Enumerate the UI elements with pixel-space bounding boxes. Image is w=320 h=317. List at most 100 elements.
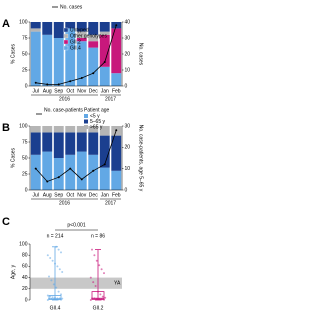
legend-label: >65 y	[90, 124, 103, 130]
x-tick-label: Jan	[101, 88, 109, 94]
bar-segment	[42, 151, 53, 190]
y2-tick-label: 0	[125, 83, 128, 89]
bar-segment	[53, 132, 64, 158]
line-marker	[34, 81, 37, 84]
data-point	[104, 296, 107, 299]
x-tick-label: Sep	[54, 192, 63, 198]
bar-segment	[53, 126, 64, 133]
data-point	[46, 254, 49, 257]
bar-segment	[99, 135, 110, 168]
y2-tick-label: 20	[125, 145, 131, 151]
data-point	[50, 279, 53, 282]
line-marker	[92, 169, 95, 172]
panel-letter: A	[2, 18, 10, 30]
y-tick-label: 60	[22, 264, 28, 270]
data-point	[100, 268, 103, 271]
x-tick-label: Aug	[43, 88, 52, 94]
data-point	[95, 259, 98, 262]
y-tick-label: 50	[22, 155, 28, 161]
y-tick-label: 20	[22, 286, 28, 292]
p-value: p<0.001	[67, 222, 85, 228]
data-point	[101, 295, 104, 298]
data-point	[98, 264, 101, 267]
line-marker	[115, 24, 118, 27]
bar-segment	[99, 126, 110, 136]
legend-label: Other genotypes	[70, 33, 107, 39]
line-marker	[103, 61, 106, 63]
y2-tick-label: 10	[125, 166, 131, 172]
bar-segment	[88, 132, 99, 155]
y2-axis-label: No. case-patients, age 5–65 y	[138, 125, 144, 192]
legend-label: GII.2	[70, 39, 81, 45]
x-tick-label: Jul	[33, 192, 39, 198]
legend-label: <5 y	[90, 113, 100, 119]
bar-segment	[88, 41, 99, 48]
y-tick-label: 100	[19, 241, 28, 247]
data-point	[52, 283, 55, 286]
band	[30, 277, 122, 289]
bar-segment	[42, 132, 53, 152]
legend-label: No. cases	[60, 4, 83, 10]
bar-segment	[30, 22, 41, 29]
bar-segment	[65, 154, 76, 190]
bar-segment	[65, 132, 76, 155]
y2-tick-label: 30	[125, 35, 131, 41]
line-marker	[115, 129, 118, 132]
bar-segment	[76, 151, 87, 190]
bar-segment	[88, 47, 99, 86]
bar-segment	[76, 126, 87, 133]
x-tick-label: Jan	[101, 192, 109, 198]
y2-tick-label: 30	[125, 123, 131, 129]
line-marker	[103, 163, 106, 166]
bar-segment	[42, 126, 53, 133]
bar-segment	[65, 28, 76, 86]
data-point	[57, 290, 60, 293]
line-marker	[92, 72, 95, 75]
line-marker	[69, 80, 72, 83]
bar-segment	[30, 31, 41, 87]
y-axis-label: % Cases	[10, 148, 16, 169]
data-point	[48, 275, 50, 278]
legend-label: GII.4	[70, 45, 81, 51]
y-tick-label: 0	[25, 297, 28, 303]
x-tick-label: Nov	[77, 192, 86, 198]
bar-segment	[30, 132, 41, 155]
line-marker	[34, 167, 37, 170]
legend-label: No. case-patients	[44, 107, 83, 113]
n-label: n = 86	[91, 233, 105, 239]
y2-tick-label: 40	[125, 19, 131, 25]
y-tick-label: 50	[22, 51, 28, 57]
legend-swatch	[84, 114, 88, 118]
legend-swatch	[84, 119, 88, 124]
bar-segment	[76, 132, 87, 152]
y2-tick-label: 20	[125, 51, 131, 57]
y-tick-label: 0	[25, 187, 28, 193]
data-point	[60, 251, 62, 254]
data-point	[49, 295, 52, 298]
line-marker	[46, 83, 49, 86]
bar-segment	[65, 22, 76, 29]
data-point	[94, 285, 97, 287]
data-point	[58, 268, 61, 271]
data-point	[49, 257, 52, 259]
bar-segment	[42, 22, 53, 35]
x-tick-label: GII.4	[50, 305, 61, 311]
bar-segment	[53, 22, 64, 38]
bar-segment	[30, 154, 41, 190]
bar-segment	[42, 34, 53, 86]
year-label: 2016	[59, 200, 70, 206]
data-point	[57, 248, 60, 251]
y2-tick-label: 0	[125, 187, 128, 193]
bar-segment	[111, 28, 122, 74]
bar-segment	[65, 126, 76, 133]
panel-letter: B	[2, 122, 10, 134]
bar-segment	[30, 126, 41, 133]
data-point	[89, 299, 92, 301]
x-tick-label: Jul	[33, 88, 39, 94]
line-marker	[57, 176, 60, 179]
data-point	[61, 271, 64, 273]
bar-segment	[76, 38, 87, 42]
bar-segment	[76, 31, 87, 38]
box	[48, 295, 62, 300]
line-marker	[80, 178, 83, 181]
